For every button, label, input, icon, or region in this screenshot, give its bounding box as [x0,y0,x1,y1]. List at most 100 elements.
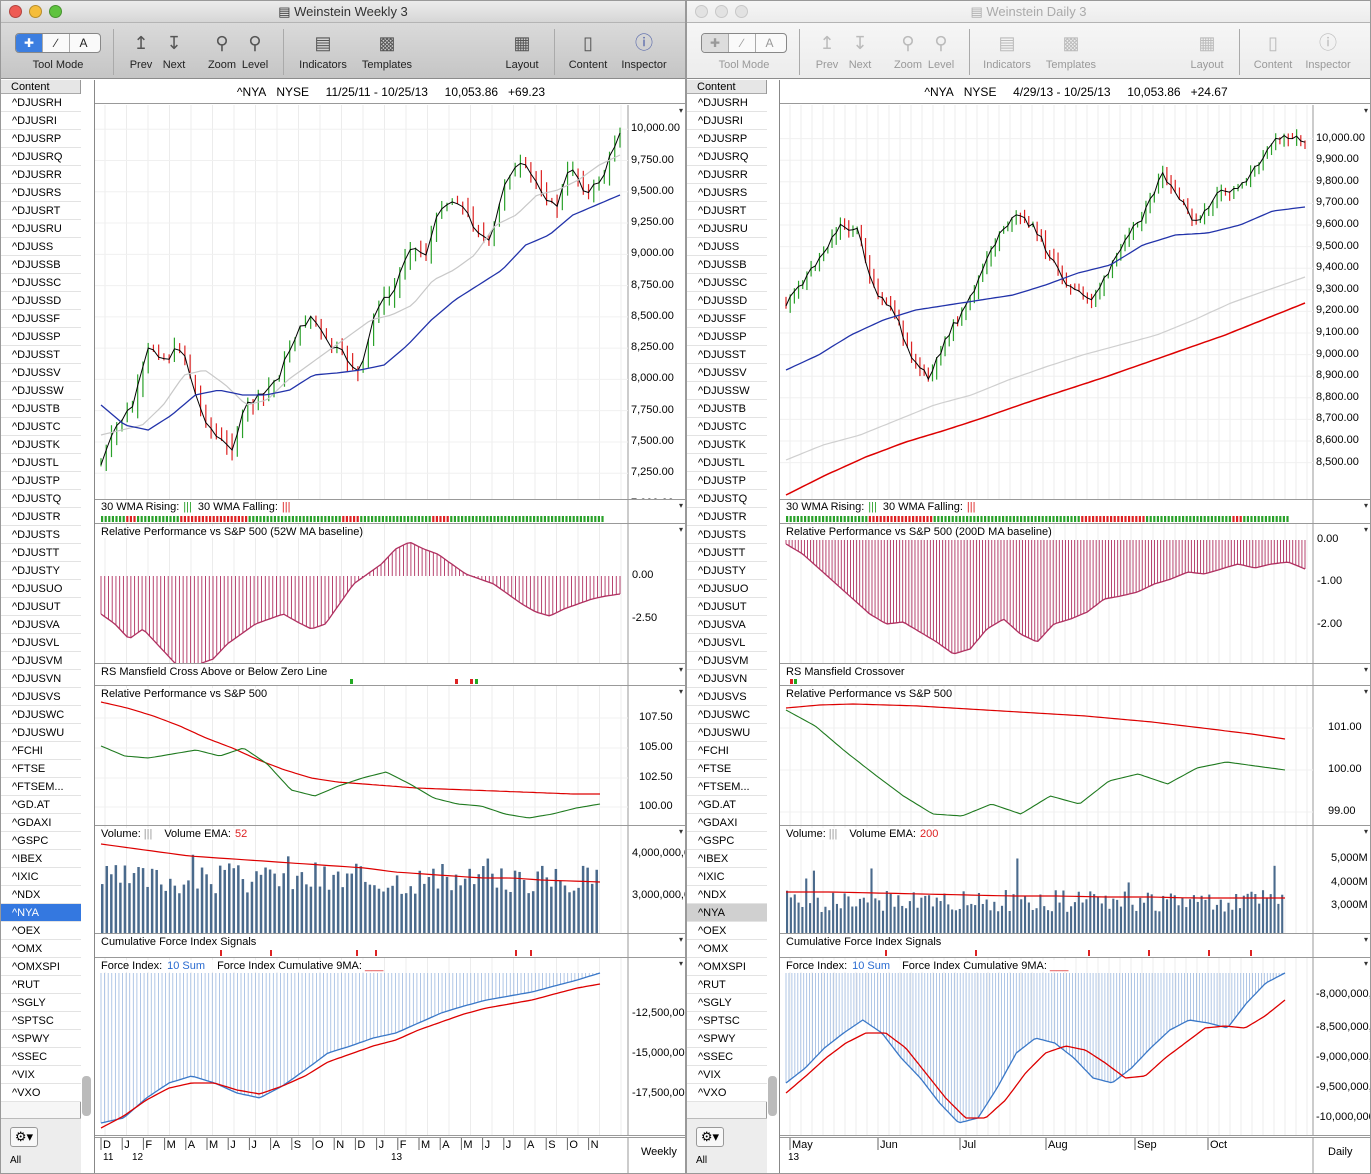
line-tool-icon[interactable]: ∕ [43,34,70,52]
list-item[interactable]: ^NDX [687,886,767,904]
list-item[interactable]: ^DJUSTR [1,508,81,526]
text-tool-button[interactable]: A [79,36,88,50]
zoom-out-button[interactable]: ⚲ Zoom [205,31,239,71]
pane-menu-icon[interactable]: ▾ [678,959,683,968]
list-item[interactable]: ^DJUSTP [1,472,81,490]
list-item[interactable]: ^DJUSTL [687,454,767,472]
list-item[interactable]: ^SPTSC [687,1012,767,1030]
list-item[interactable]: ^DJUSRQ [1,148,81,166]
list-item[interactable]: ^DJUSVN [687,670,767,688]
close-window-button[interactable] [695,5,708,18]
list-item[interactable]: ^DJUSTK [687,436,767,454]
list-item[interactable]: ^GDAXI [1,814,81,832]
pane-menu-icon[interactable]: ▾ [678,665,683,674]
chart-area[interactable]: ^NYA NYSE 4/29/13 - 10/25/13 10,053.86 +24… [779,80,1370,1173]
tool-mode-control[interactable]: ✚ ∕ A Tool Mode [15,31,101,71]
list-item[interactable]: ^OMX [1,940,81,958]
content-button[interactable]: ▯ Content [1250,31,1296,71]
list-item[interactable]: ^DJUSTB [1,400,81,418]
zoom-in-button[interactable]: ⚲ Level [239,31,271,71]
list-item[interactable]: ^DJUSTQ [687,490,767,508]
list-item[interactable]: ^DJUSTR [687,508,767,526]
window-titlebar[interactable]: ▤ Weinstein Daily 3 [687,1,1370,23]
list-item[interactable]: ^OEX [1,922,81,940]
list-item[interactable]: ^DJUSTL [1,454,81,472]
list-item[interactable]: ^DJUSSB [687,256,767,274]
list-item[interactable]: ^IXIC [1,868,81,886]
next-button[interactable]: ↧ Next [845,31,875,71]
list-item[interactable]: ^DJUSWU [687,724,767,742]
list-item[interactable]: ^NDX [1,886,81,904]
list-item[interactable]: ^DJUSTY [687,562,767,580]
list-item[interactable]: ^GDAXI [687,814,767,832]
list-item[interactable]: ^DJUSUO [687,580,767,598]
list-item[interactable]: ^DJUSWU [1,724,81,742]
list-item[interactable]: ^DJUSRU [687,220,767,238]
list-item[interactable]: ^DJUSTC [1,418,81,436]
list-item[interactable]: ^DJUSTT [1,544,81,562]
pane-menu-icon[interactable]: ▾ [1363,827,1368,836]
tool-mode-control[interactable]: ✚ ∕ A Tool Mode [701,31,787,71]
list-item[interactable]: ^DJUSRS [687,184,767,202]
close-window-button[interactable] [9,5,22,18]
list-item[interactable]: ^VIX [687,1066,767,1084]
content-button[interactable]: ▯ Content [565,31,611,71]
symbol-list[interactable]: ^DJUSRH ^DJUSRI ^DJUSRP ^DJUSRQ ^DJUSRR ^DJUS… [687,94,767,1124]
list-item[interactable]: ^DJUSUT [687,598,767,616]
list-item[interactable]: ^NYA [1,904,81,922]
list-item[interactable]: ^DJUSSV [687,364,767,382]
zoom-window-button[interactable] [49,5,62,18]
list-item[interactable]: ^DJUSST [1,346,81,364]
zoom-out-button[interactable]: ⚲ Zoom [891,31,925,71]
list-item[interactable]: ^GD.AT [1,796,81,814]
layout-button[interactable]: ▦ Layout [1186,31,1228,71]
zoom-window-button[interactable] [735,5,748,18]
list-item[interactable]: ^VIX [1,1066,81,1084]
pane-menu-icon[interactable]: ▾ [1363,501,1368,510]
list-item[interactable]: ^DJUSSW [687,382,767,400]
zoom-in-button[interactable]: ⚲ Level [925,31,957,71]
list-item[interactable]: ^DJUSVM [1,652,81,670]
list-item[interactable]: ^SSEC [1,1048,81,1066]
list-item[interactable]: ^SGLY [687,994,767,1012]
list-item[interactable]: ^DJUSRR [1,166,81,184]
list-item[interactable]: ^FTSEM... [1,778,81,796]
pane-menu-icon[interactable]: ▾ [678,827,683,836]
list-item[interactable]: ^FCHI [1,742,81,760]
list-item[interactable]: ^DJUSRU [1,220,81,238]
list-item[interactable]: ^OEX [687,922,767,940]
list-item[interactable]: ^DJUSSW [1,382,81,400]
list-item[interactable]: ^OMXSPI [687,958,767,976]
list-item[interactable]: ^IXIC [687,868,767,886]
pane-menu-icon[interactable]: ▾ [1363,525,1368,534]
all-filter-label[interactable]: All [696,1155,708,1166]
list-item[interactable]: ^SSEC [687,1048,767,1066]
pane-menu-icon[interactable]: ▾ [1363,935,1368,944]
list-item[interactable]: ^DJUSTB [687,400,767,418]
list-item[interactable]: ^DJUSSF [687,310,767,328]
templates-button[interactable]: ▩ Templates [357,31,417,71]
crosshair-tool-icon[interactable]: ✚ [16,34,43,52]
all-filter-label[interactable]: All [10,1155,22,1166]
templates-button[interactable]: ▩ Templates [1041,31,1101,71]
list-item[interactable]: ^DJUSTQ [1,490,81,508]
list-item[interactable]: ^DJUSSB [1,256,81,274]
list-item[interactable]: ^DJUSUT [1,598,81,616]
list-item[interactable]: ^DJUSWC [1,706,81,724]
sidebar-scrollbar[interactable] [82,1076,91,1116]
list-item[interactable]: ^FCHI [687,742,767,760]
list-item[interactable]: ^DJUSTK [1,436,81,454]
inspector-button[interactable]: ⓘ Inspector [617,31,671,71]
list-item[interactable]: ^DJUSTY [1,562,81,580]
list-item[interactable]: ^VXO [687,1084,767,1102]
list-item[interactable]: ^DJUSRR [687,166,767,184]
pane-menu-icon[interactable]: ▾ [678,525,683,534]
pane-menu-icon[interactable]: ▾ [1363,959,1368,968]
list-item[interactable]: ^SPTSC [1,1012,81,1030]
list-item[interactable]: ^DJUSSC [687,274,767,292]
pane-menu-icon[interactable]: ▾ [678,687,683,696]
list-item[interactable]: ^DJUSSF [1,310,81,328]
text-tool-button[interactable]: A [765,36,774,50]
pane-menu-icon[interactable]: ▾ [678,501,683,510]
prev-button[interactable]: ↥ Prev [129,33,153,71]
